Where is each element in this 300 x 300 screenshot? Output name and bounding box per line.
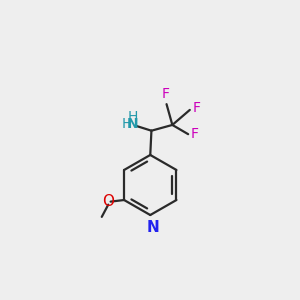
Text: N: N bbox=[146, 220, 159, 235]
Text: F: F bbox=[161, 87, 169, 101]
Text: F: F bbox=[193, 101, 201, 115]
Text: O: O bbox=[102, 194, 114, 209]
Text: H: H bbox=[122, 117, 132, 131]
Text: N: N bbox=[127, 117, 139, 131]
Text: H: H bbox=[128, 110, 138, 124]
Text: F: F bbox=[191, 127, 199, 141]
